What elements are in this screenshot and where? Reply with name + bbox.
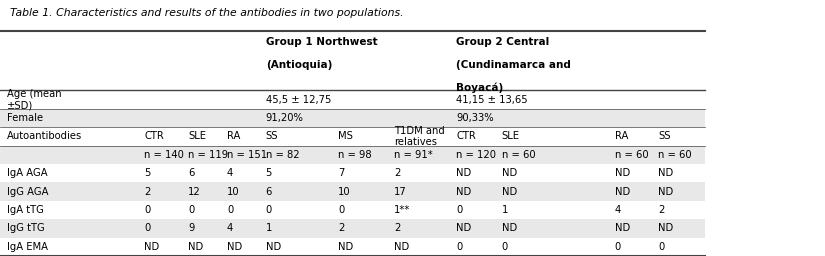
Bar — [0, 219, 705, 238]
Text: n = 98: n = 98 — [338, 150, 372, 160]
Text: ND: ND — [615, 223, 629, 233]
Text: 45,5 ± 12,75: 45,5 ± 12,75 — [266, 95, 331, 105]
Text: ND: ND — [502, 187, 516, 197]
Text: ND: ND — [456, 168, 471, 178]
Text: 5: 5 — [144, 168, 151, 178]
Text: 0: 0 — [266, 205, 272, 215]
Text: ND: ND — [502, 168, 516, 178]
Text: 2: 2 — [658, 205, 665, 215]
Text: CTR: CTR — [144, 131, 164, 141]
Text: 0: 0 — [338, 205, 345, 215]
Text: IgA tTG: IgA tTG — [7, 205, 44, 215]
Text: n = 140: n = 140 — [144, 150, 184, 160]
Text: ND: ND — [456, 187, 471, 197]
Text: Table 1. Characteristics and results of the antibodies in two populations.: Table 1. Characteristics and results of … — [10, 8, 403, 18]
Text: 12: 12 — [188, 187, 200, 197]
Text: n = 151: n = 151 — [227, 150, 267, 160]
Text: 0: 0 — [615, 242, 621, 252]
Text: 41,15 ± 13,65: 41,15 ± 13,65 — [456, 95, 528, 105]
Text: (Cundinamarca and: (Cundinamarca and — [456, 60, 571, 70]
Text: ND: ND — [502, 223, 516, 233]
Text: 10: 10 — [338, 187, 351, 197]
Text: n = 120: n = 120 — [456, 150, 496, 160]
Text: RA: RA — [615, 131, 628, 141]
Text: Female: Female — [7, 113, 43, 123]
Text: 90,33%: 90,33% — [456, 113, 494, 123]
Text: 4: 4 — [615, 205, 621, 215]
Text: n = 82: n = 82 — [266, 150, 299, 160]
Text: Boyacá): Boyacá) — [456, 82, 503, 93]
Bar — [0, 146, 705, 164]
Text: 0: 0 — [456, 242, 463, 252]
Text: n = 91*: n = 91* — [394, 150, 433, 160]
Text: 2: 2 — [394, 223, 401, 233]
Text: n = 119: n = 119 — [188, 150, 229, 160]
Text: SS: SS — [658, 131, 671, 141]
Text: Age (mean
±SD): Age (mean ±SD) — [7, 89, 61, 110]
Text: 0: 0 — [502, 242, 508, 252]
Text: 0: 0 — [144, 223, 151, 233]
Text: ND: ND — [227, 242, 242, 252]
Text: ND: ND — [338, 242, 353, 252]
Text: ND: ND — [658, 187, 673, 197]
Text: ND: ND — [615, 187, 629, 197]
Text: MS: MS — [338, 131, 353, 141]
Text: 10: 10 — [227, 187, 239, 197]
Text: 0: 0 — [188, 205, 195, 215]
Text: ND: ND — [394, 242, 409, 252]
Text: 91,20%: 91,20% — [266, 113, 304, 123]
Text: n = 60: n = 60 — [502, 150, 535, 160]
Text: 6: 6 — [266, 187, 272, 197]
Text: ND: ND — [658, 168, 673, 178]
Text: CTR: CTR — [456, 131, 476, 141]
Text: 9: 9 — [188, 223, 195, 233]
Text: IgA AGA: IgA AGA — [7, 168, 47, 178]
Text: ND: ND — [144, 242, 159, 252]
Text: 2: 2 — [338, 223, 345, 233]
Text: SLE: SLE — [188, 131, 206, 141]
Text: n = 60: n = 60 — [615, 150, 648, 160]
Bar — [0, 109, 705, 127]
Text: SLE: SLE — [502, 131, 520, 141]
Text: Autoantibodies: Autoantibodies — [7, 131, 82, 141]
Text: IgG tTG: IgG tTG — [7, 223, 45, 233]
Text: IgA EMA: IgA EMA — [7, 242, 48, 252]
Text: IgG AGA: IgG AGA — [7, 187, 48, 197]
Text: 2: 2 — [394, 168, 401, 178]
Text: 1**: 1** — [394, 205, 411, 215]
Text: T1DM and
relatives: T1DM and relatives — [394, 126, 446, 147]
Bar — [0, 183, 705, 201]
Text: (Antioquia): (Antioquia) — [266, 60, 332, 70]
Text: ND: ND — [188, 242, 203, 252]
Text: 1: 1 — [266, 223, 272, 233]
Text: 4: 4 — [227, 168, 233, 178]
Text: 2: 2 — [144, 187, 151, 197]
Text: SS: SS — [266, 131, 278, 141]
Text: 5: 5 — [266, 168, 272, 178]
Text: RA: RA — [227, 131, 240, 141]
Text: 7: 7 — [338, 168, 345, 178]
Text: ND: ND — [658, 223, 673, 233]
Text: 6: 6 — [188, 168, 195, 178]
Text: ND: ND — [456, 223, 471, 233]
Text: 0: 0 — [227, 205, 233, 215]
Text: 0: 0 — [658, 242, 665, 252]
Text: 0: 0 — [144, 205, 151, 215]
Text: 4: 4 — [227, 223, 233, 233]
Text: Group 2 Central: Group 2 Central — [456, 37, 549, 47]
Text: ND: ND — [615, 168, 629, 178]
Text: ND: ND — [266, 242, 281, 252]
Text: 17: 17 — [394, 187, 407, 197]
Text: 1: 1 — [502, 205, 508, 215]
Text: Group 1 Northwest: Group 1 Northwest — [266, 37, 377, 47]
Text: 0: 0 — [456, 205, 463, 215]
Text: n = 60: n = 60 — [658, 150, 692, 160]
